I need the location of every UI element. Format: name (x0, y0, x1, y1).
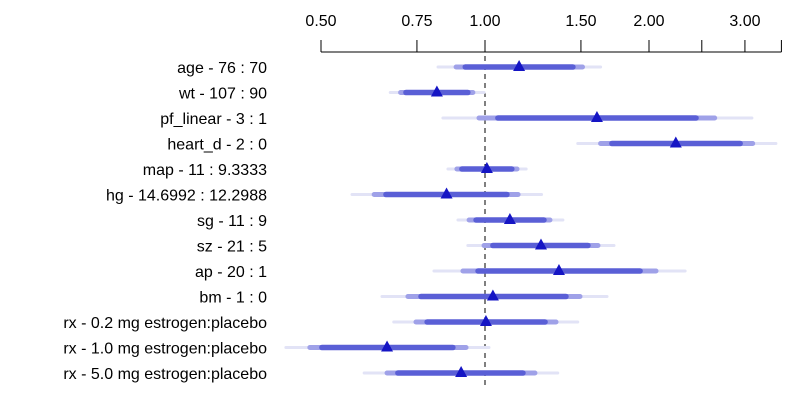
estimate-triangle (590, 111, 603, 122)
row-label: hg - 14.6992 : 12.2988 (106, 188, 267, 205)
x-axis: 0.50 0.75 1.00 1.50 2.00 3.00 (305, 13, 782, 53)
row-label: rx - 0.2 mg estrogen:placebo (63, 315, 267, 332)
x-tick-label: 3.00 (729, 13, 760, 30)
row: rx - 1.0 mg estrogen:placebo (63, 340, 491, 358)
row: heart_d - 2 : 0 (167, 136, 778, 154)
row-label: map - 11 : 9.3333 (143, 162, 267, 179)
estimate-triangle (479, 315, 492, 326)
row: pf_linear - 3 : 1 (160, 111, 754, 128)
row-label: bm - 1 : 0 (199, 290, 267, 307)
row: ap - 20 : 1 (195, 264, 687, 281)
row-label: ap - 20 : 1 (195, 264, 267, 281)
row: age - 76 : 70 (177, 60, 603, 77)
row: sg - 11 : 9 (197, 213, 565, 230)
row: rx - 0.2 mg estrogen:placebo (63, 315, 580, 332)
row-label: sg - 11 : 9 (197, 213, 267, 230)
estimate-triangle (503, 213, 516, 224)
estimate-triangle (440, 187, 453, 199)
row: hg - 14.6992 : 12.2988 (106, 187, 544, 205)
x-tick-label: 0.75 (401, 13, 432, 30)
row: bm - 1 : 0 (199, 289, 609, 307)
estimate-triangle (534, 238, 547, 250)
estimate-triangle (430, 85, 443, 97)
x-tick-label: 2.00 (633, 13, 664, 30)
estimate-triangle (455, 366, 468, 377)
x-tick-label: 1.50 (565, 13, 596, 30)
row-label: sz - 21 : 5 (197, 239, 267, 256)
row-label: heart_d - 2 : 0 (167, 137, 267, 154)
row-label: age - 76 : 70 (177, 60, 267, 77)
row-label: pf_linear - 3 : 1 (160, 111, 267, 128)
x-tick-label: 1.00 (469, 13, 500, 30)
rows: age - 76 : 70 wt - 107 : 90 pf_linear - 3 … (63, 60, 778, 383)
row-label: wt - 107 : 90 (178, 86, 267, 103)
row: rx - 5.0 mg estrogen:placebo (63, 366, 560, 383)
row: wt - 107 : 90 (178, 85, 486, 103)
estimate-triangle (669, 136, 682, 148)
row: sz - 21 : 5 (197, 238, 616, 256)
x-tick-label: 0.50 (305, 13, 336, 30)
estimate-triangle (381, 340, 394, 352)
estimate-triangle (552, 264, 565, 275)
row: map - 11 : 9.3333 (143, 162, 528, 179)
row-label: rx - 1.0 mg estrogen:placebo (63, 341, 267, 358)
row-label: rx - 5.0 mg estrogen:placebo (63, 366, 267, 383)
estimate-triangle (480, 162, 493, 173)
estimate-triangle (513, 60, 526, 71)
estimate-triangle (486, 289, 499, 301)
